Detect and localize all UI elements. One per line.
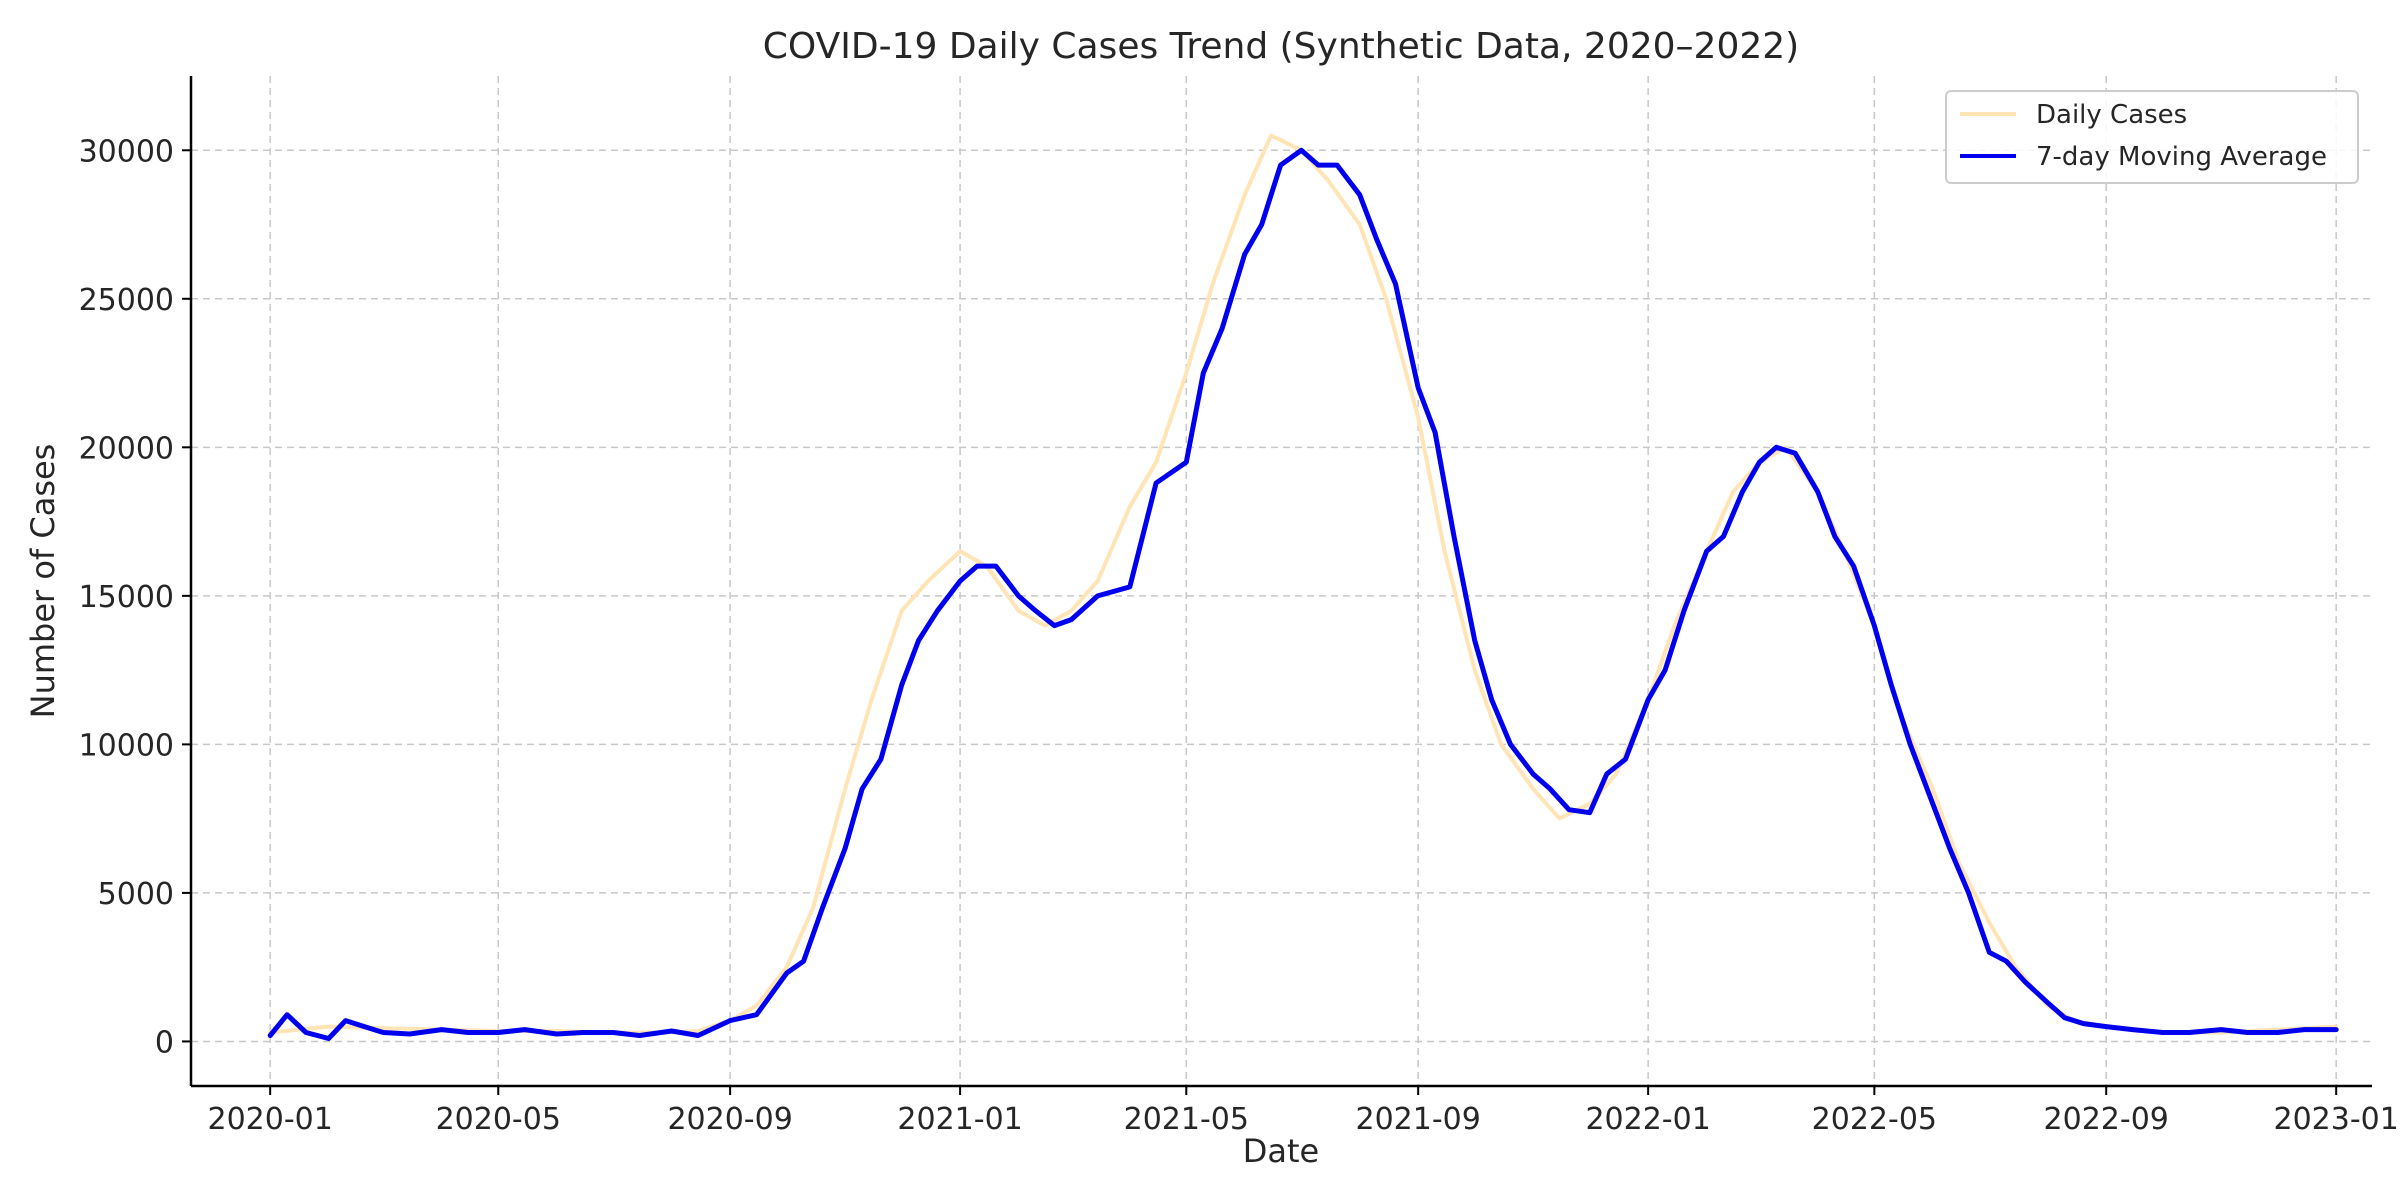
y-tick-label-2: 10000 <box>79 728 174 763</box>
grid-layer <box>191 76 2372 1086</box>
series-daily-cases-line <box>268 133 2339 1035</box>
series-layer <box>267 133 2339 1041</box>
x-tick-label-1: 2020-05 <box>436 1102 561 1137</box>
chart-title: COVID-19 Daily Cases Trend (Synthetic Da… <box>763 26 1799 67</box>
y-tick-label-0: 0 <box>155 1025 174 1060</box>
y-tick-label-1: 5000 <box>98 877 174 912</box>
y-tick-label-5: 25000 <box>79 283 174 318</box>
legend-label-moving-average: 7-day Moving Average <box>2036 142 2327 172</box>
x-tick-label-9: 2023-01 <box>2274 1102 2399 1137</box>
x-tick-label-7: 2022-05 <box>1812 1102 1937 1137</box>
x-tick-label-2: 2020-09 <box>667 1102 792 1137</box>
y-tick-label-3: 15000 <box>79 580 174 615</box>
axes-layer <box>189 76 2372 1088</box>
legend: Daily Cases 7-day Moving Average <box>1945 90 2359 184</box>
x-tick-label-4: 2021-05 <box>1124 1102 1249 1137</box>
y-tick-label-6: 30000 <box>79 134 174 169</box>
x-axis-label: Date <box>1243 1132 1319 1170</box>
y-tick-layer: 0 5000 10000 15000 20000 25000 30000 <box>79 134 191 1060</box>
y-tick-label-4: 20000 <box>79 431 174 466</box>
legend-frame <box>1945 90 2359 184</box>
x-tick-label-6: 2022-01 <box>1585 1102 1710 1137</box>
y-axis-label: Number of Cases <box>24 444 62 719</box>
x-tick-label-0: 2020-01 <box>207 1102 332 1137</box>
x-tick-layer: 2020-01 2020-05 2020-09 2021-01 2021-05 2021-… <box>207 1086 2399 1137</box>
legend-label-daily-cases: Daily Cases <box>2036 100 2187 130</box>
x-tick-label-3: 2021-01 <box>897 1102 1022 1137</box>
x-tick-label-8: 2022-09 <box>2044 1102 2169 1137</box>
series-moving-average-line <box>267 147 2339 1041</box>
x-tick-label-5: 2021-09 <box>1355 1102 1480 1137</box>
